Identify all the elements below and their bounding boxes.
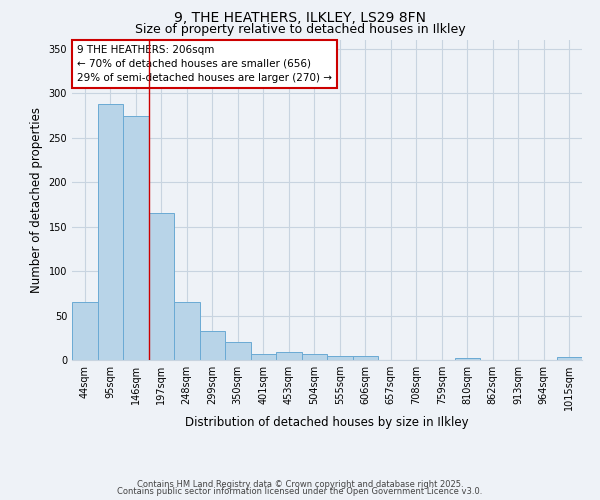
Text: Contains HM Land Registry data © Crown copyright and database right 2025.: Contains HM Land Registry data © Crown c… — [137, 480, 463, 489]
Bar — [123, 116, 149, 360]
Bar — [174, 302, 199, 360]
Bar — [225, 342, 251, 360]
Bar — [72, 302, 97, 360]
Text: Contains public sector information licensed under the Open Government Licence v3: Contains public sector information licen… — [118, 487, 482, 496]
Bar — [251, 354, 276, 360]
Bar — [149, 214, 174, 360]
X-axis label: Distribution of detached houses by size in Ilkley: Distribution of detached houses by size … — [185, 416, 469, 429]
Bar — [276, 352, 302, 360]
Bar — [97, 104, 123, 360]
Y-axis label: Number of detached properties: Number of detached properties — [30, 107, 43, 293]
Bar — [557, 358, 582, 360]
Bar — [327, 356, 353, 360]
Bar — [199, 330, 225, 360]
Text: 9, THE HEATHERS, ILKLEY, LS29 8FN: 9, THE HEATHERS, ILKLEY, LS29 8FN — [174, 11, 426, 25]
Bar — [302, 354, 327, 360]
Text: Size of property relative to detached houses in Ilkley: Size of property relative to detached ho… — [134, 22, 466, 36]
Bar — [455, 358, 480, 360]
Bar — [353, 356, 378, 360]
Text: 9 THE HEATHERS: 206sqm
← 70% of detached houses are smaller (656)
29% of semi-de: 9 THE HEATHERS: 206sqm ← 70% of detached… — [77, 45, 332, 83]
